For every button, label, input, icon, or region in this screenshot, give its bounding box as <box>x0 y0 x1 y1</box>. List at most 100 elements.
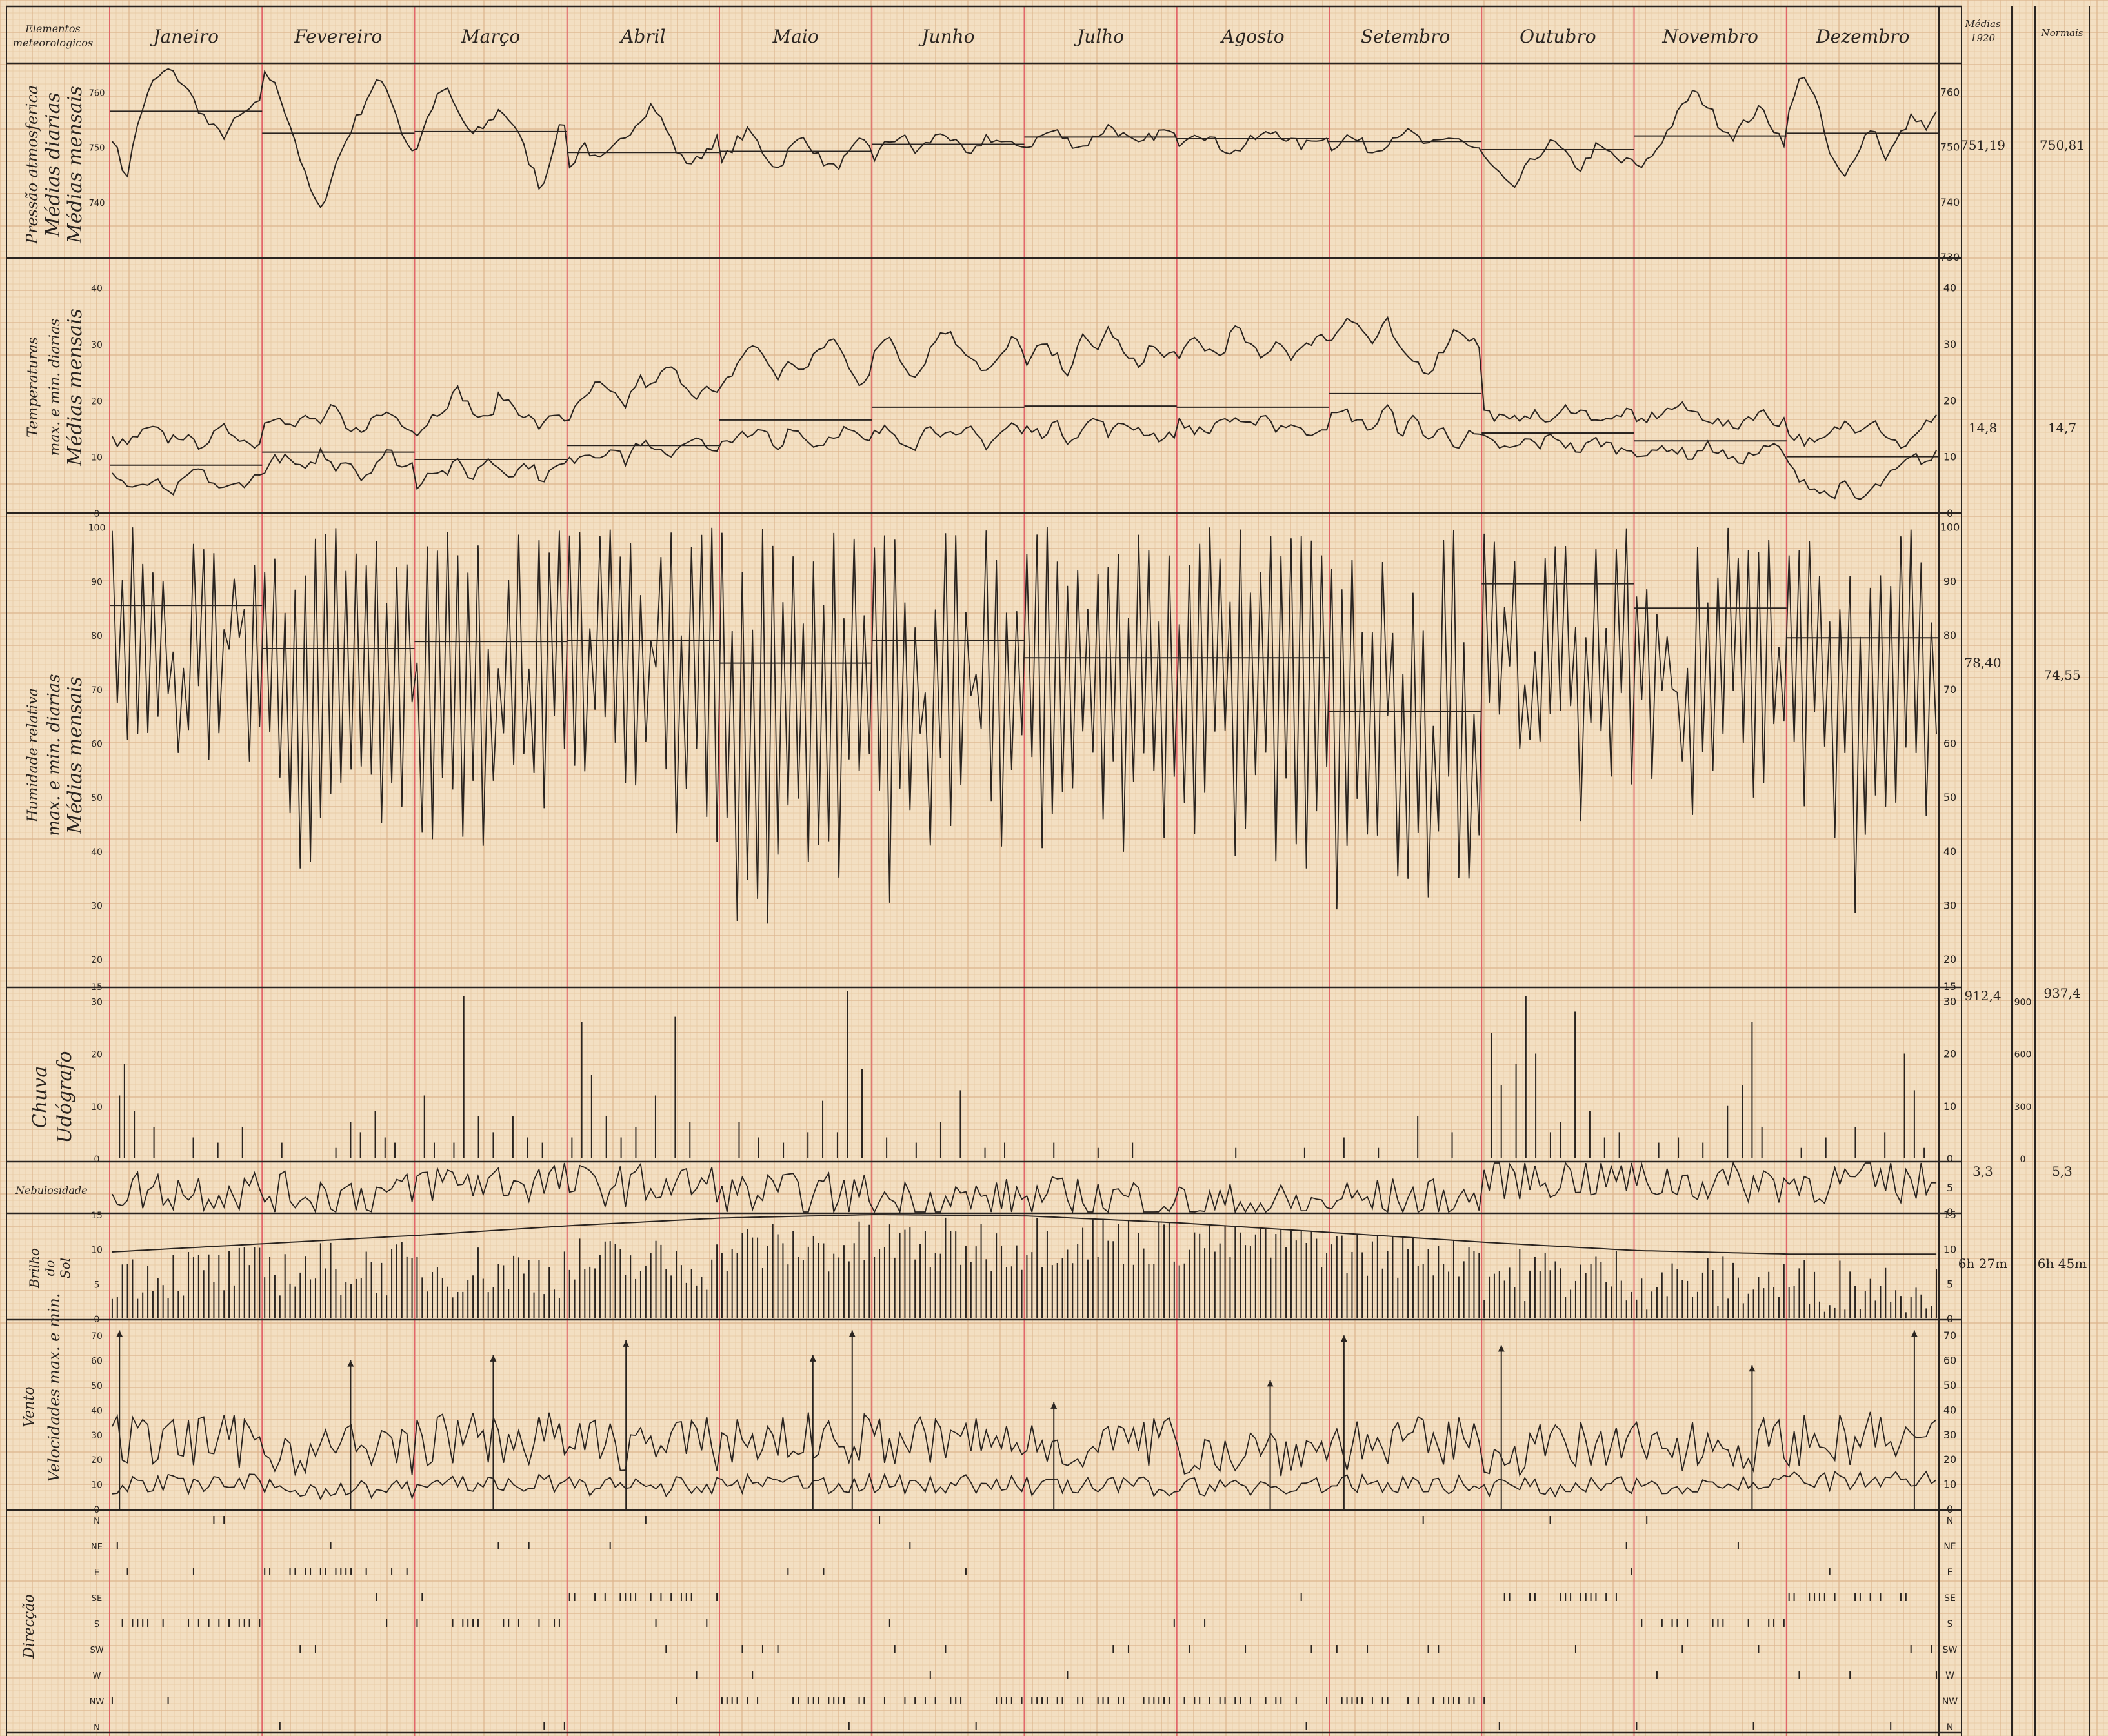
direction-left-tick-4: S <box>94 1620 99 1630</box>
temperature-label-2: max. e min. diarias <box>47 319 63 456</box>
humidity-right-tick-9: 100 <box>1940 521 1960 534</box>
temperature-left-tick-1: 10 <box>91 453 103 463</box>
direction-left-tick-2: E <box>94 1568 99 1578</box>
humidity-right-tick-6: 70 <box>1943 683 1956 696</box>
humidity-left-tick-2: 30 <box>91 901 103 911</box>
direction-label: Direcção <box>21 1594 37 1659</box>
direction-right-tick-2: E <box>1947 1568 1953 1578</box>
month-header-setembro: Setembro <box>1361 26 1450 47</box>
direction-right-tick-3: SE <box>1944 1593 1956 1604</box>
pressure-right-tick-0: 730 <box>1940 251 1960 263</box>
temperature-right-tick-3: 30 <box>1943 338 1956 350</box>
elements-label-line2: meteorologicos <box>13 37 93 49</box>
pressure-media: 751,19 <box>1960 137 2005 153</box>
rain-annual-tick-3: 900 <box>2014 997 2032 1007</box>
wind-left-tick-5: 50 <box>91 1381 103 1391</box>
rain-left-tick-3: 30 <box>91 997 103 1007</box>
direction-right-tick-8: N <box>1947 1722 1953 1733</box>
rain-left-tick-1: 10 <box>91 1102 103 1113</box>
wind-right-tick-1: 10 <box>1943 1479 1956 1491</box>
direction-left-tick-5: SW <box>90 1646 103 1655</box>
wind-right-tick-6: 60 <box>1943 1355 1956 1367</box>
direction-left-tick-1: NE <box>91 1542 103 1552</box>
month-header-fevereiro: Fevereiro <box>294 26 382 47</box>
wind-left-tick-3: 30 <box>91 1431 103 1441</box>
wind-left-tick-1: 10 <box>91 1480 103 1491</box>
rain-right-tick-0: 0 <box>1947 1153 1953 1165</box>
month-header-janeiro: Janeiro <box>150 26 219 47</box>
temperature-label-3: Médias mensais <box>64 308 86 467</box>
direction-left-tick-3: SE <box>92 1594 102 1604</box>
month-header-março: Março <box>461 26 520 47</box>
humidity-label-3: Médias mensais <box>64 676 86 834</box>
pressure-label-2: Médias diarias <box>42 92 65 237</box>
direction-right-tick-1: NE <box>1943 1542 1956 1552</box>
cloud-right-tick-0: 0 <box>1947 1206 1953 1218</box>
rain-annual-tick-0: 0 <box>2020 1155 2026 1165</box>
medias-header-line1: Médias <box>1964 18 2001 30</box>
wind-peak-arrow-0 <box>116 1330 123 1337</box>
wind-peak-arrow-6 <box>1050 1402 1058 1409</box>
panel-labels: Pressão atmosferica Médias diarias Média… <box>15 85 88 1659</box>
wind-left-tick-7: 70 <box>91 1331 103 1342</box>
rain-media: 912,4 <box>1964 988 2001 1004</box>
cloud-label: Nebulosidade <box>15 1184 88 1196</box>
rain-annual-tick-2: 600 <box>2014 1050 2032 1060</box>
pressure-left-tick-0: 740 <box>89 199 105 208</box>
humidity-right-tick-1: 20 <box>1943 953 1956 965</box>
temperature-max-line <box>112 316 1937 450</box>
rain-left-tick-2: 20 <box>91 1050 103 1060</box>
pressure-right-tick-3: 760 <box>1940 86 1960 99</box>
temperature-normal: 14,7 <box>2048 420 2077 436</box>
chart-header: Elementos meteorologicos Janeiro Fevereir… <box>13 18 2083 49</box>
temperature-right-tick-2: 20 <box>1943 394 1956 407</box>
temperature-right-tick-1: 10 <box>1943 451 1956 463</box>
sun-label-1: Brilho <box>26 1248 42 1289</box>
month-header-junho: Junho <box>918 26 974 47</box>
pressure-left-tick-1: 750 <box>89 144 105 154</box>
month-header-row: Janeiro Fevereiro Março Abril Maio Junho Julho… <box>150 26 1909 47</box>
pressure-label-3: Médias mensais <box>64 86 86 244</box>
month-header-julho: Julho <box>1074 26 1124 47</box>
direction-left-tick-8: N <box>94 1723 100 1733</box>
humidity-left-tick-5: 60 <box>91 739 103 749</box>
humidity-daily-line <box>112 527 1937 924</box>
wind-right-tick-5: 50 <box>1943 1379 1956 1391</box>
temperature-left-tick-0: 0 <box>94 509 100 520</box>
month-header-dezembro: Dezembro <box>1815 26 1909 47</box>
humidity-left-tick-9: 100 <box>88 523 106 534</box>
direction-right-tick-7: NW <box>1942 1697 1958 1707</box>
direction-right-tick-0: N <box>1947 1516 1953 1526</box>
wind-peak-arrow-1 <box>347 1360 354 1367</box>
temperature-label-1: Temperaturas <box>25 337 41 438</box>
pressure-right-tick-2: 750 <box>1940 141 1960 154</box>
wind-right-tick-0: 0 <box>1947 1503 1953 1515</box>
rain-label-2: Udógrafo <box>54 1051 76 1143</box>
wind-peak-arrow-4 <box>809 1355 816 1362</box>
month-header-novembro: Novembro <box>1661 26 1758 47</box>
wind-right-tick-4: 40 <box>1943 1404 1956 1416</box>
normais-header: Normais <box>2041 27 2083 39</box>
wind-label-1: Vento <box>21 1386 37 1427</box>
humidity-left-tick-1: 20 <box>91 955 103 965</box>
direction-left-tick-0: N <box>94 1517 100 1526</box>
wind-left-tick-6: 60 <box>91 1357 103 1367</box>
wind-peak-arrow-10 <box>1749 1365 1756 1372</box>
cloud-normal: 5,3 <box>2052 1164 2073 1179</box>
wind-peak-arrow-8 <box>1340 1335 1347 1342</box>
medias-header-line2: 1920 <box>1971 32 1996 44</box>
humidity-left-tick-7: 80 <box>91 631 103 641</box>
cloud-media: 3,3 <box>1972 1164 1993 1179</box>
sun-label-3: Sol <box>57 1258 73 1278</box>
humidity-right-tick-7: 80 <box>1943 629 1956 641</box>
rain-right-tick-3: 30 <box>1943 995 1956 1007</box>
annual-stats: 751,19 750,81 14,8 14,7 78,40 74,55 912,… <box>1958 137 2087 1271</box>
humidity-right-tick-4: 50 <box>1943 791 1956 803</box>
humidity-normal: 74,55 <box>2043 667 2080 683</box>
month-header-outubro: Outubro <box>1520 26 1596 47</box>
wind-max-line <box>112 1411 1937 1477</box>
wind-label-2: Velocidades max. e min. <box>45 1293 63 1482</box>
humidity-right-tick-2: 30 <box>1943 899 1956 911</box>
elements-label-line1: Elementos <box>25 23 80 35</box>
